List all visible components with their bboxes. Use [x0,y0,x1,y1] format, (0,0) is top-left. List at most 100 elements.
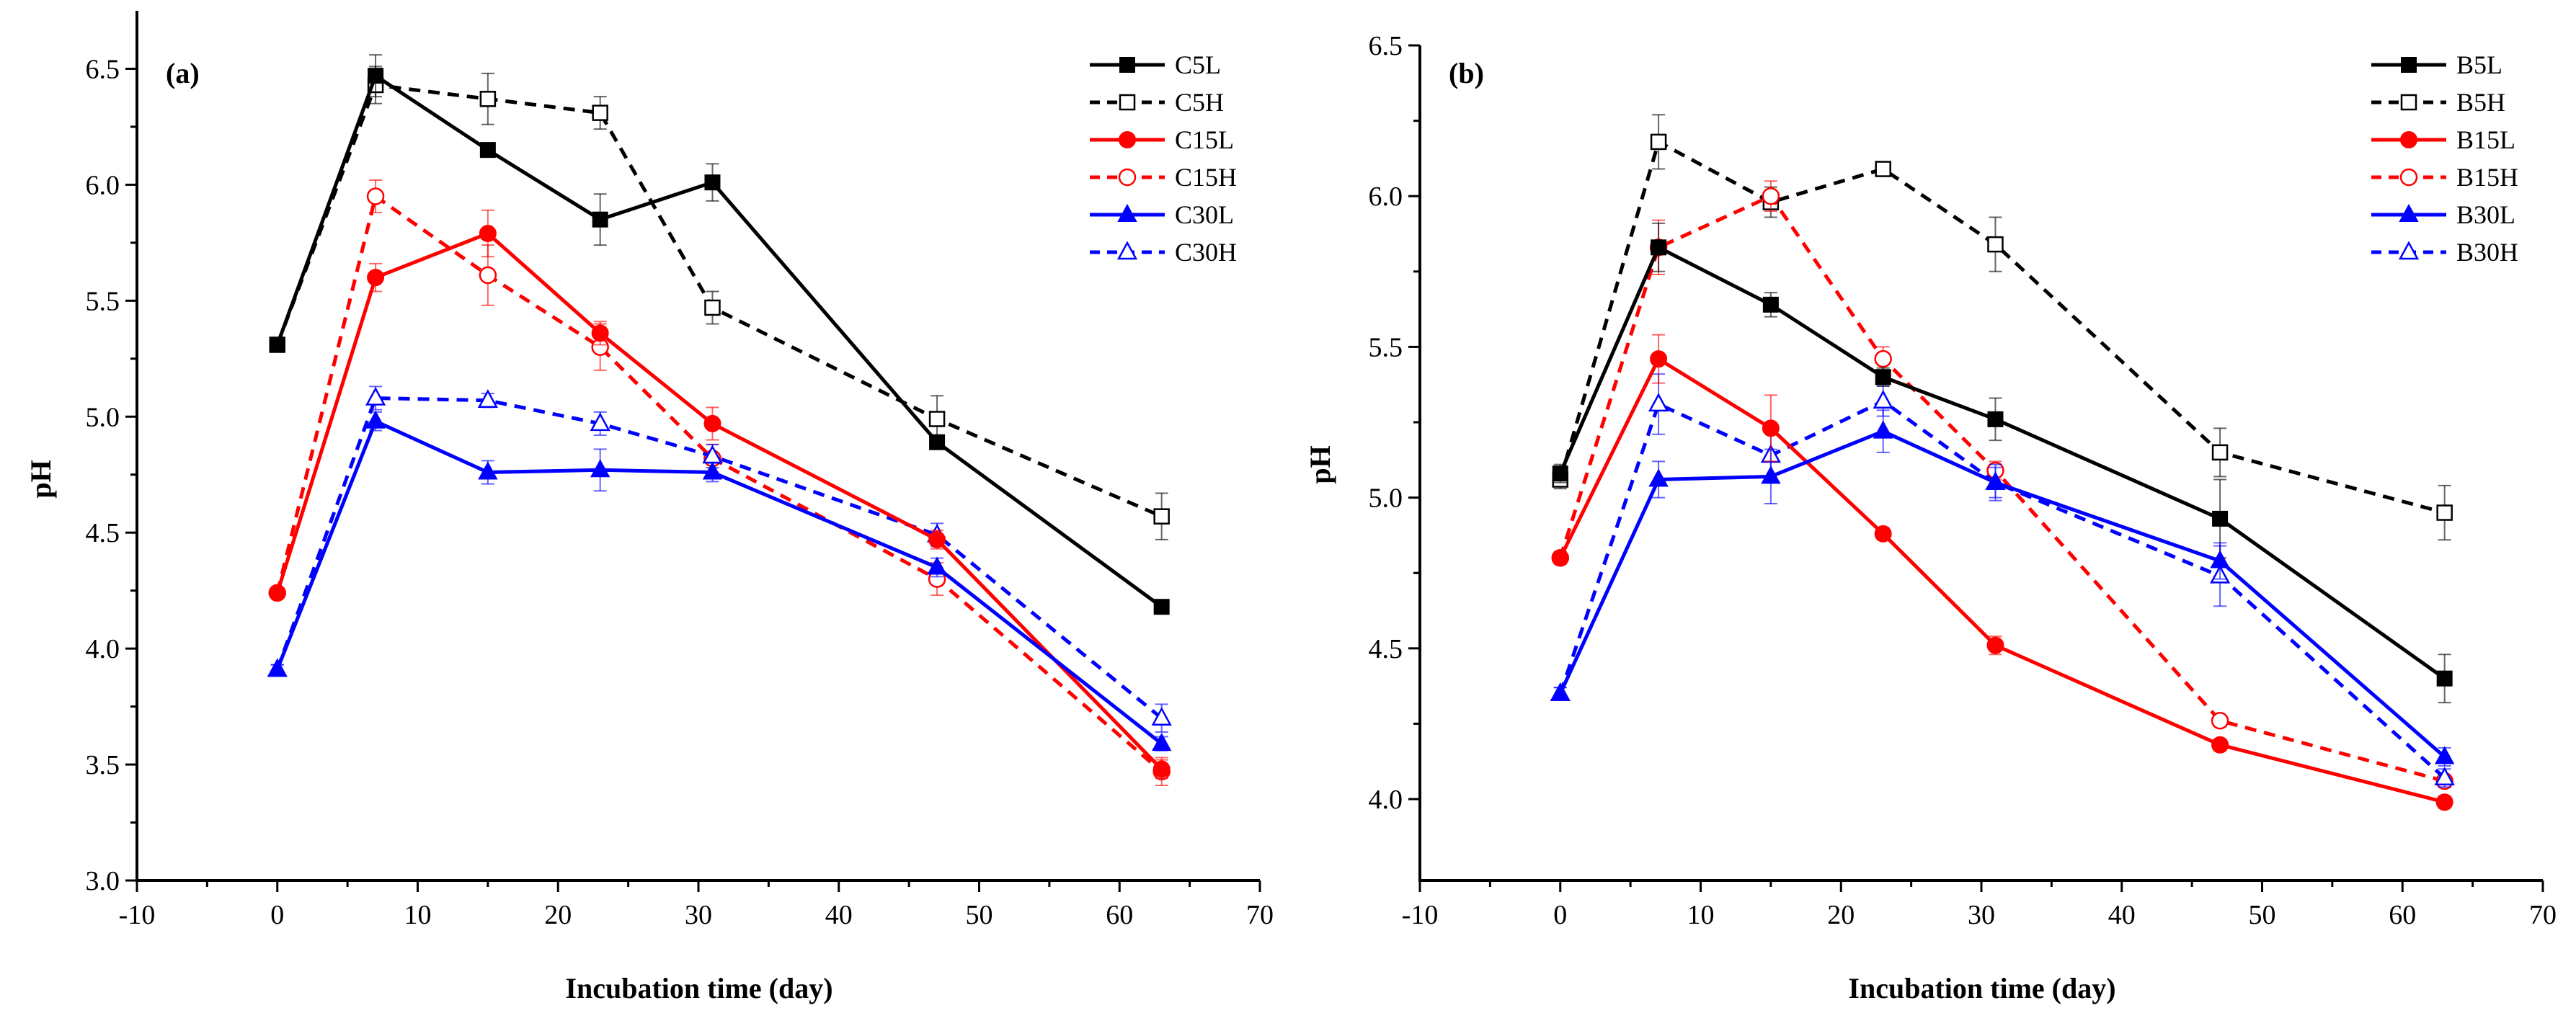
series-B5H [1552,114,2453,541]
data-point-C30H [590,412,610,432]
data-point-C5H [928,411,946,427]
x-tick-label: 50 [966,900,993,930]
x-tick-label: 70 [2529,900,2557,930]
data-point-C15L [479,224,497,242]
data-point-B30L [1985,471,2006,490]
legend-entry-B15H: B15H [2371,163,2518,192]
data-point-B5H [2436,504,2453,521]
data-point-C30L [267,659,288,677]
data-point-B30L [2210,550,2230,569]
series-C15L [268,209,1171,780]
y-tick-label: 6.5 [86,54,120,84]
data-point-B15L [1551,549,1569,567]
legend-entry-B30L: B30L [2371,200,2515,229]
data-point-C5L [704,174,721,191]
data-point-C15L [591,324,609,342]
data-point-B15H [1762,187,1780,205]
y-tick-label: 4.0 [1369,785,1403,815]
x-tick-label: 60 [2389,900,2416,930]
data-point-B5L [1651,239,1667,256]
chart-a-series [267,54,1172,787]
y-tick-label: 6.0 [1369,182,1403,212]
y-tick-label: 3.5 [86,750,120,780]
legend-entry-C15H: C15H [1090,163,1237,192]
data-point-B5L [1552,465,1568,482]
legend-marker [2400,131,2417,148]
data-point-B30L [1761,465,1781,484]
x-tick-label: 30 [685,900,712,930]
data-point-C15L [1152,760,1171,778]
legend-entry-B5L: B5L [2371,50,2502,79]
legend-label: B5H [2456,88,2505,117]
legend-label: B15L [2456,125,2515,154]
data-point-C15L [367,269,385,287]
x-tick-label: 30 [1968,900,1995,930]
y-tick-label: 3.0 [86,866,120,896]
chart-a-x-axis-title: Incubation time (day) [565,972,832,1004]
x-tick-label: 20 [544,900,572,930]
legend-entry-C15L: C15L [1090,125,1234,154]
chart-b-axes: -10 0 10 20 30 40 50 60 70 4.0 4.5 5.0 5.5 6.0 6.5 [1369,31,2557,930]
data-point-B5L [1762,296,1779,313]
data-point-C15L [928,530,946,548]
series-B15L [1551,334,2453,811]
legend-marker [2401,57,2417,73]
legend-marker [2398,241,2420,260]
data-point-C30H [477,389,498,408]
legend-label: C15H [1175,163,1237,192]
y-tick-label: 4.5 [1369,634,1403,664]
legend-entry-B30H: B30H [2371,238,2518,267]
legend-marker [2399,203,2419,222]
data-point-C5L [592,211,608,228]
data-point-C30L [927,556,947,575]
data-point-C30L [478,461,498,480]
data-point-B5L [2436,670,2453,687]
data-point-B5L [1875,369,1891,385]
x-tick-label: -10 [119,900,156,930]
data-point-B15L [2211,736,2229,754]
data-point-B30H [2434,767,2455,785]
legend-label: B15H [2456,163,2518,192]
chart-panel-a: -10 0 10 20 30 40 50 60 70 3.0 3.5 4.0 4.5 5.0 5.5 6.0 6… [25,11,1274,1004]
legend-marker [1116,241,1138,260]
data-point-C30L [590,459,610,478]
legend-label: C5H [1175,88,1224,117]
data-point-C5H [704,299,721,316]
data-point-B30H [1648,393,1669,412]
legend-marker [1119,131,1136,148]
x-tick-label: 60 [1106,900,1133,930]
data-point-C30L [365,410,386,429]
y-tick-label: 5.5 [86,286,120,316]
legend-label: B30H [2456,238,2518,267]
legend-entry-C5H: C5H [1090,88,1224,117]
data-point-C30H [1151,707,1172,726]
data-point-B30H [1873,390,1893,409]
chart-a-panel-label: (a) [166,57,200,89]
data-point-C5H [1153,508,1170,525]
legend-entry-C5L: C5L [1090,50,1221,79]
data-point-B5L [1987,411,2004,427]
chart-a-y-axis-title: pH [25,460,57,498]
y-tick-label: 5.5 [1369,332,1403,362]
data-point-C15L [703,414,721,432]
legend-marker [1119,57,1135,73]
data-point-B5H [1650,133,1667,151]
data-point-B15H [1874,349,1892,368]
data-point-B15L [1650,350,1668,368]
data-point-C5L [479,142,496,159]
data-point-B15L [1762,419,1780,437]
data-point-B30L [1550,682,1571,701]
series-B5L [1552,222,2453,704]
data-point-B5H [2211,444,2229,461]
legend-entry-C30H: C30H [1090,238,1237,267]
x-tick-label: 20 [1827,900,1855,930]
legend-marker [1119,94,1136,111]
y-tick-label: 6.0 [86,170,120,200]
data-point-B5L [2212,510,2229,527]
legend-label: C15L [1175,125,1234,154]
legend-marker [2399,168,2418,187]
data-point-B15L [1986,636,2004,654]
x-tick-label: 0 [1553,900,1567,930]
data-point-C30L [702,461,723,480]
legend-label: C5L [1175,50,1221,79]
